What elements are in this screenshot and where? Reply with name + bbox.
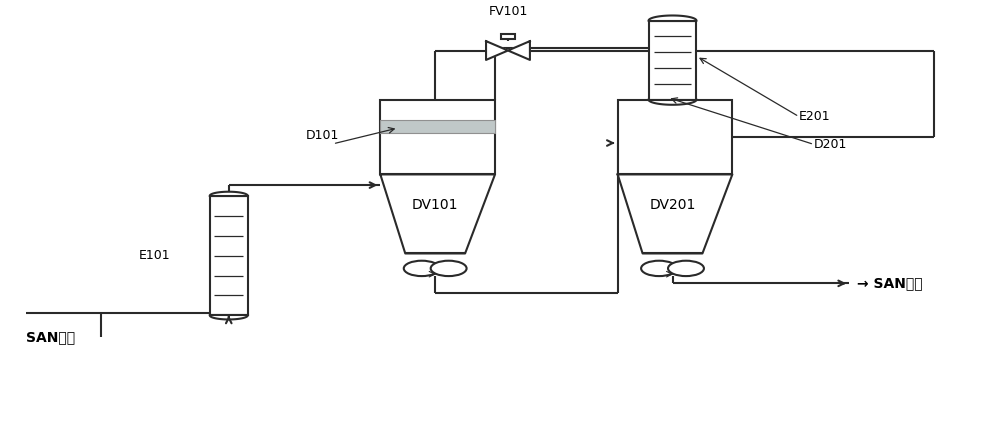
Text: D101: D101 <box>306 129 339 142</box>
Text: DV201: DV201 <box>649 198 696 212</box>
Circle shape <box>641 261 677 276</box>
Text: E201: E201 <box>799 110 831 123</box>
Bar <box>210 196 248 315</box>
Text: SAN溶液: SAN溶液 <box>26 330 75 344</box>
Bar <box>649 21 696 100</box>
Circle shape <box>668 261 704 276</box>
Polygon shape <box>210 192 248 196</box>
Polygon shape <box>210 315 248 319</box>
Text: FV101: FV101 <box>488 6 528 18</box>
Text: DV101: DV101 <box>412 198 458 212</box>
Bar <box>380 100 495 175</box>
Polygon shape <box>486 41 508 60</box>
Bar <box>501 34 515 40</box>
Polygon shape <box>649 15 696 21</box>
Text: D201: D201 <box>814 138 847 151</box>
Circle shape <box>431 261 467 276</box>
Polygon shape <box>618 175 732 253</box>
Circle shape <box>404 261 440 276</box>
Polygon shape <box>649 100 696 105</box>
Polygon shape <box>508 41 530 60</box>
Text: E101: E101 <box>139 249 171 262</box>
Bar <box>618 100 732 175</box>
Polygon shape <box>380 175 495 253</box>
Text: → SAN树脂: → SAN树脂 <box>857 276 923 290</box>
Bar <box>380 120 495 133</box>
